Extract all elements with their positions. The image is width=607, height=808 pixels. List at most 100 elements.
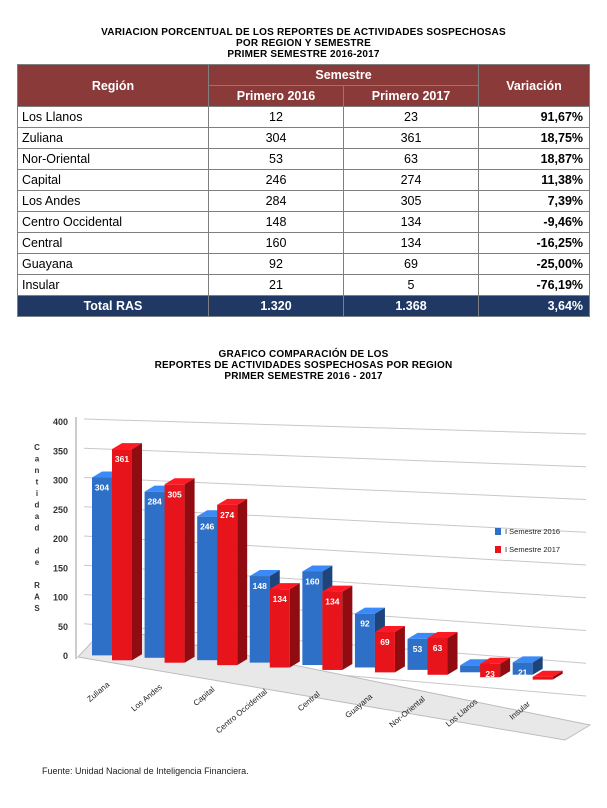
bar-top (532, 670, 563, 677)
y-axis-label-letter: C (34, 443, 40, 452)
cell-region: Capital (17, 169, 209, 191)
bar-2017 (269, 589, 290, 668)
table-row: Los Andes 284 305 7,39% (17, 190, 591, 212)
bar-2016 (460, 665, 481, 673)
table-row: Guayana 92 69 -25,00% (17, 253, 591, 275)
chart-title-line: GRAFICO COMPARACIÓN DE LOS (218, 349, 389, 360)
y-axis-label-letter: e (35, 558, 40, 567)
bar-top (269, 583, 300, 590)
bar-side (132, 443, 142, 661)
bar-side (237, 498, 248, 666)
bar-data-label: 63 (433, 643, 443, 653)
bar-side (184, 478, 195, 663)
bar-data-label: 134 (325, 597, 339, 607)
cell-2016: 304 (208, 127, 344, 149)
table-row: Central 160 134 -16,25% (17, 232, 591, 254)
cell-2017: 305 (342, 190, 480, 212)
bar-top (302, 565, 333, 572)
bar-side (447, 631, 458, 675)
bar-2017 (532, 676, 553, 680)
cell-region: Nor-Oriental (17, 148, 209, 170)
x-category-label: Los Andes (129, 682, 163, 713)
bar-data-label: 23 (485, 669, 495, 679)
bar-top (427, 631, 458, 638)
ras-table: Región Semestre Variación Primero 2016 P… (17, 64, 591, 317)
table-title: VARIACION PORCENTUAL DE LOS REPORTES DE … (0, 27, 607, 60)
y-axis-label-letter: R (34, 581, 40, 590)
bar-side (342, 585, 353, 670)
total-2017: 1.368 (342, 295, 480, 317)
cell-2017: 134 (342, 232, 480, 254)
bar-data-label: 21 (518, 667, 528, 677)
y-tick-label: 300 (53, 476, 68, 486)
cell-2016: 148 (208, 211, 344, 233)
cell-region: Zuliana (17, 127, 209, 149)
bar-side (289, 583, 300, 668)
bar-2016 (144, 491, 165, 658)
legend-entry: I Semestre 2016 (505, 527, 560, 536)
table-title-line: POR REGION Y SEMESTRE (236, 38, 371, 49)
x-category-label: Centro Occidental (214, 687, 269, 735)
bar-top (217, 498, 248, 505)
cell-2017: 274 (342, 169, 480, 191)
bar-top (407, 632, 438, 639)
bar-side (394, 626, 405, 673)
y-axis-label-letter: n (35, 466, 40, 475)
bar-2016 (354, 613, 375, 668)
gridline (83, 447, 587, 468)
cell-2016: 92 (208, 253, 344, 275)
y-tick-label: 350 (53, 446, 68, 456)
bar-data-label: 92 (360, 619, 370, 629)
total-2016: 1.320 (208, 295, 344, 317)
y-axis-label-letter: d (35, 547, 40, 556)
cell-variacion: -76,19% (478, 274, 591, 296)
y-axis-label-letter: S (34, 604, 40, 613)
cell-2016: 12 (208, 106, 344, 128)
legend-swatch (495, 546, 501, 553)
bar-data-label: 305 (167, 489, 181, 499)
y-tick-label: 150 (53, 563, 68, 573)
bar-side (500, 657, 511, 678)
cell-variacion: -25,00% (478, 253, 591, 275)
chart-title-line: REPORTES DE ACTIVIDADES SOSPECHOSAS POR … (154, 360, 453, 371)
y-tick-label: 100 (53, 593, 68, 603)
bar-2017 (480, 663, 501, 678)
cell-variacion: 91,67% (478, 106, 591, 128)
total-variacion: 3,64% (478, 295, 591, 317)
bar-2017 (112, 449, 132, 661)
cell-2017: 134 (342, 211, 480, 233)
table-row: Los Llanos 12 23 91,67% (17, 106, 591, 128)
cell-region: Los Llanos (17, 106, 209, 128)
bar-data-label: 274 (220, 510, 234, 520)
x-category-label: Capital (192, 685, 217, 708)
cell-2017: 361 (342, 127, 480, 149)
cell-2017: 23 (342, 106, 480, 128)
header-first-2017: Primero 2017 (342, 85, 480, 107)
y-tick-label: 0 (63, 651, 68, 661)
cell-region: Insular (17, 274, 209, 296)
legend-entry: I Semestre 2017 (505, 545, 560, 554)
bar-top (249, 570, 280, 577)
y-axis-label-letter: i (36, 489, 38, 498)
bar-data-label: 148 (253, 581, 267, 591)
x-category-label: Zuliana (85, 680, 111, 704)
bar-side (532, 656, 543, 675)
table-row: Centro Occidental 148 134 -9,46% (17, 211, 591, 233)
bar-data-label: 134 (273, 594, 287, 604)
bar-2016 (197, 516, 218, 661)
cell-2017: 5 (342, 274, 480, 296)
table-title-line: PRIMER SEMESTRE 2016-2017 (227, 49, 380, 60)
bar-side (552, 670, 563, 680)
bar-2016 (92, 477, 112, 656)
bar-2017 (322, 591, 343, 670)
table-row: Zuliana 304 361 18,75% (17, 127, 591, 149)
bar-2017 (374, 632, 395, 673)
bar-2016 (512, 662, 533, 675)
y-tick-label: 200 (53, 534, 68, 544)
table-body: Los Llanos 12 23 91,67% Zuliana 304 361 18,75% N… (17, 106, 591, 317)
total-label: Total RAS (17, 295, 209, 317)
header-region: Región (17, 64, 209, 107)
bar-top (480, 657, 511, 664)
cell-region: Los Andes (17, 190, 209, 212)
bar-2016 (407, 638, 428, 670)
